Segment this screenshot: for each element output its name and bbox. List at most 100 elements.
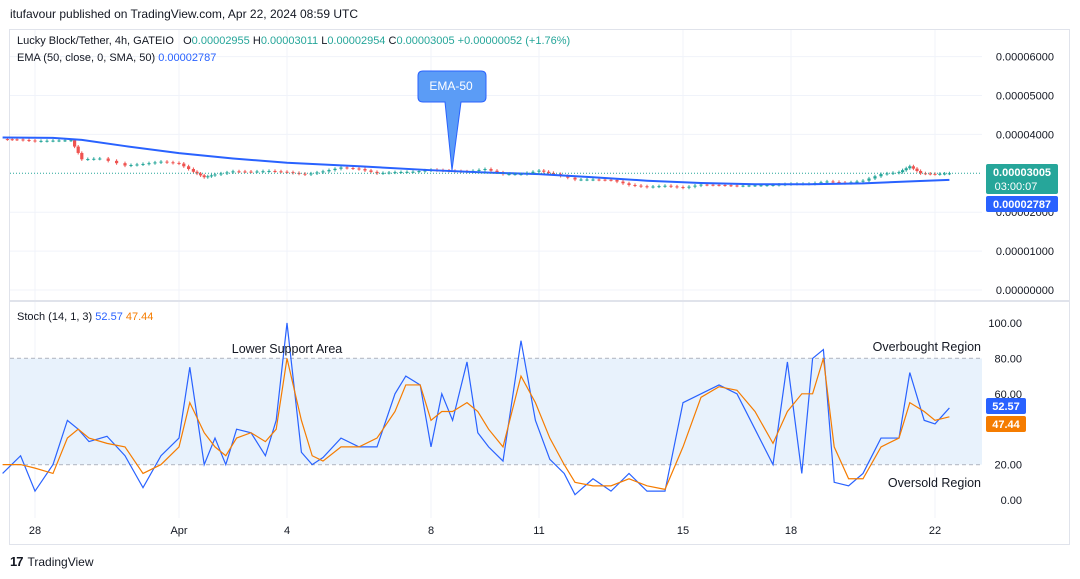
- candle: [291, 172, 295, 174]
- open-label: O: [183, 35, 192, 47]
- candle: [489, 169, 493, 171]
- candle: [855, 181, 859, 183]
- candle: [202, 175, 206, 178]
- candle: [603, 179, 607, 181]
- candle: [73, 140, 77, 147]
- candle: [187, 166, 191, 170]
- time-tick-label: Apr: [170, 525, 187, 537]
- candle: [10, 139, 14, 141]
- time-axis: 28 Apr 4 8 11 15 18 22: [29, 525, 941, 537]
- ema-legend[interactable]: EMA (50, close, 0, SMA, 50) 0.00002787: [17, 52, 216, 64]
- candle: [339, 167, 343, 169]
- candle: [309, 173, 313, 175]
- ema-callout-text: EMA-50: [429, 79, 473, 93]
- lower-support-label: Lower Support Area: [232, 342, 343, 356]
- candle: [633, 184, 637, 186]
- candle: [919, 170, 923, 174]
- candle: [199, 173, 203, 176]
- candle: [206, 176, 210, 178]
- candle: [249, 171, 253, 173]
- candle: [273, 170, 277, 172]
- candle: [741, 185, 745, 187]
- candle: [69, 140, 73, 142]
- ema-50-line: [2, 136, 950, 186]
- candle: [765, 185, 769, 187]
- candle: [885, 173, 889, 175]
- symbol-legend: Lucky Block/Tether, 4h, GATEIO O 0.000029…: [17, 35, 570, 47]
- candle: [333, 168, 337, 171]
- candle: [873, 176, 877, 179]
- candle: [531, 171, 535, 173]
- stoch-tick-label: 20.00: [994, 460, 1022, 472]
- candle: [153, 162, 157, 164]
- candle: [21, 139, 25, 141]
- price-grid: [10, 30, 982, 300]
- time-tick-label: 4: [284, 525, 290, 537]
- candle: [243, 171, 247, 173]
- candle: [705, 184, 709, 186]
- footer-brand[interactable]: 17 TradingView: [10, 554, 94, 569]
- candle: [98, 158, 102, 160]
- candle: [891, 172, 895, 174]
- candle: [129, 165, 133, 167]
- candle: [51, 140, 55, 142]
- candle: [261, 171, 265, 173]
- candle: [225, 172, 229, 174]
- publisher-line: itufavour published on TradingView.com, …: [10, 7, 358, 21]
- stoch-legend[interactable]: Stoch (14, 1, 3) 52.57 47.44: [17, 311, 153, 323]
- stoch-band-fill: [10, 358, 982, 465]
- candle: [759, 185, 763, 187]
- price-tick-label: 0.00000000: [996, 285, 1054, 297]
- symbol-title[interactable]: Lucky Block/Tether, 4h, GATEIO: [17, 35, 174, 47]
- candle: [255, 171, 259, 173]
- candle: [753, 185, 757, 187]
- candle: [693, 185, 697, 187]
- candle: [901, 170, 905, 173]
- candle: [159, 161, 163, 163]
- ema-callout-shape: [417, 70, 487, 171]
- candle: [393, 172, 397, 174]
- candle: [321, 171, 325, 173]
- candle: [579, 179, 583, 181]
- candle: [57, 140, 61, 142]
- candle: [897, 172, 901, 174]
- candle: [566, 175, 570, 178]
- ema-legend-value: 0.00002787: [158, 52, 217, 64]
- last-price-value: 0.00003005: [993, 167, 1051, 179]
- time-tick-label: 8: [428, 525, 434, 537]
- candle: [861, 180, 865, 182]
- candle: [483, 169, 487, 171]
- candle: [651, 186, 655, 188]
- change-value: +0.00000052 (+1.76%): [457, 35, 571, 47]
- candle: [191, 169, 195, 172]
- ema-legend-label: EMA (50, close, 0, SMA, 50): [17, 52, 156, 64]
- low-label: L: [321, 35, 328, 47]
- high-label: H: [252, 35, 261, 47]
- candle: [231, 171, 235, 173]
- stoch-d-legend-value: 47.44: [125, 311, 154, 323]
- stoch-legend-label: Stoch (14, 1, 3): [17, 311, 93, 323]
- candles-layer: [5, 137, 951, 190]
- candle: [943, 173, 947, 175]
- candle: [351, 167, 355, 169]
- candle: [911, 166, 915, 169]
- low-value: 0.00002954: [327, 35, 386, 47]
- candle: [213, 174, 217, 176]
- candle: [657, 186, 661, 188]
- candle: [547, 171, 551, 173]
- last-price-tag: 0.00003005 03:00:07: [986, 164, 1058, 194]
- candle: [92, 158, 96, 160]
- ema-price-tag: 0.00002787: [986, 196, 1058, 212]
- candle: [639, 185, 643, 187]
- candle: [573, 177, 577, 180]
- candle: [669, 185, 673, 187]
- price-tick-label: 0.00001000: [996, 246, 1054, 258]
- candle: [345, 167, 349, 169]
- candle: [177, 162, 181, 164]
- candle: [908, 166, 912, 169]
- candle: [86, 159, 90, 161]
- candle: [171, 162, 175, 164]
- price-tick-label: 0.00005000: [996, 91, 1054, 103]
- candle: [819, 182, 823, 184]
